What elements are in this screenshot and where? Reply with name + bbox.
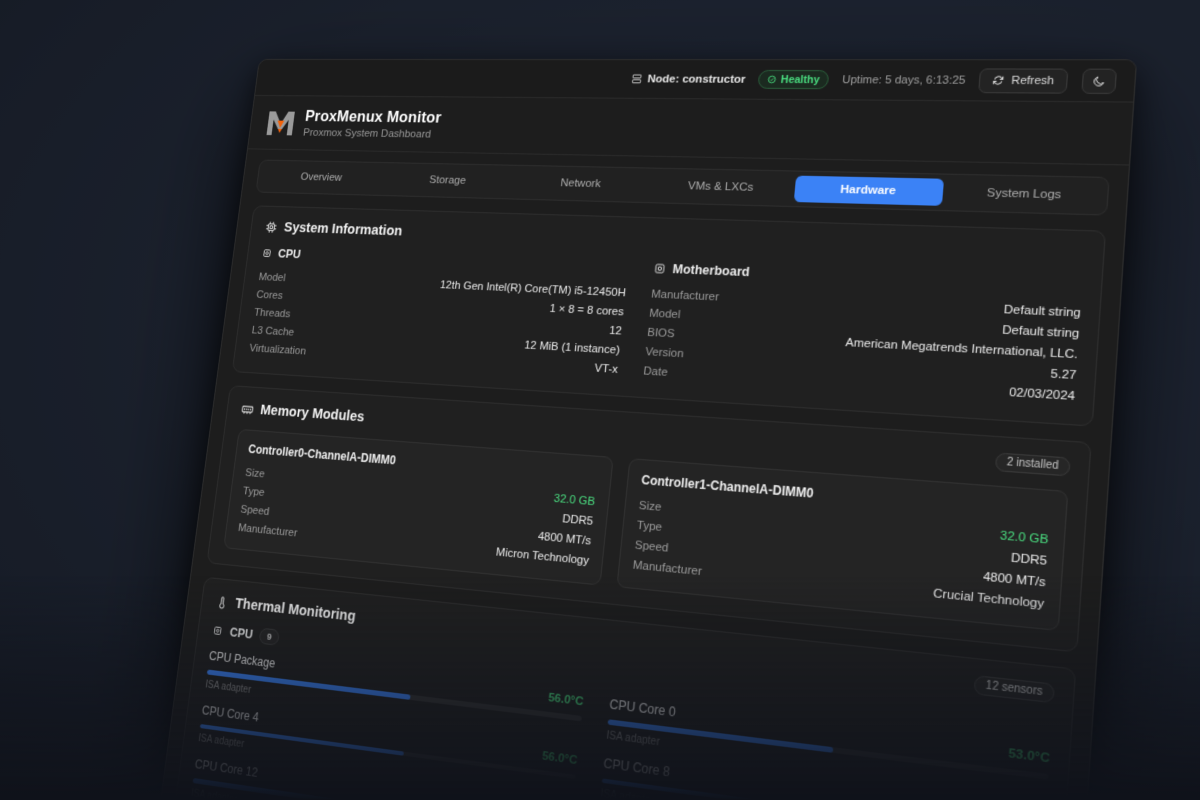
status-badge-label: Healthy: [780, 73, 821, 86]
cpu-chip-icon: [265, 221, 279, 234]
memory-module-detail-value: 4800 MT/s: [537, 529, 592, 548]
thermal-sensor-name: CPU Package: [208, 648, 276, 671]
tab-hardware[interactable]: Hardware: [794, 175, 944, 206]
thermal-sensors-badge: 12 sensors: [973, 675, 1056, 704]
memory-module-card: Controller0-ChannelA-DIMM0 Size 32.0 GB Typ…: [223, 428, 614, 586]
motherboard-detail-key: Manufacturer: [650, 287, 720, 304]
cpu-detail-key: Cores: [255, 288, 284, 302]
memory-module-detail-key: Type: [636, 518, 663, 534]
memory-module-detail-key: Size: [638, 499, 662, 514]
cpu-icon: [261, 247, 273, 259]
cpu-detail-key: Model: [258, 271, 287, 284]
motherboard-detail-list: Manufacturer Default string Model Default s…: [642, 284, 1081, 406]
motherboard-detail-value: 02/03/2024: [1008, 385, 1076, 403]
memory-icon: [241, 402, 255, 416]
thermal-sensor-temperature: 53.0°C: [1007, 746, 1051, 766]
memory-module-card: Controller1-ChannelA-DIMM0 Size 32.0 GB Typ…: [616, 458, 1069, 632]
memory-module-detail-key: Size: [244, 466, 266, 480]
motherboard-detail-value: 5.27: [1050, 367, 1077, 382]
moon-icon: [1092, 74, 1106, 87]
memory-module-detail-value: DDR5: [561, 512, 594, 528]
memory-module-detail-value: 4800 MT/s: [982, 569, 1047, 590]
motherboard-detail-key: BIOS: [646, 326, 676, 340]
memory-module-detail-value: Micron Technology: [495, 545, 590, 567]
cpu-detail-key: Virtualization: [248, 342, 307, 357]
motherboard-detail-value: Default string: [1001, 323, 1080, 341]
system-information-title-group: System Information: [264, 220, 404, 240]
refresh-icon: [992, 75, 1005, 86]
tab-vms-lxcs[interactable]: VMs & LXCs: [687, 180, 754, 194]
cpu-icon: [212, 624, 224, 637]
tab-system-logs[interactable]: System Logs: [986, 187, 1062, 202]
system-information-columns: CPU Model 12th Gen Intel(R) Core(TM) i5-1…: [248, 246, 1083, 406]
node-indicator: Node: constructor: [631, 73, 747, 86]
memory-module-detail-value: 32.0 GB: [999, 528, 1050, 547]
motherboard-icon: [653, 262, 666, 275]
motherboard-detail-key: Model: [648, 307, 682, 321]
motherboard-detail-key: Version: [644, 345, 685, 360]
refresh-label: Refresh: [1010, 74, 1055, 87]
thermal-monitoring-title-group: Thermal Monitoring: [215, 593, 357, 625]
thermal-sensor-name: CPU Core 0: [608, 696, 677, 720]
refresh-button[interactable]: Refresh: [978, 67, 1069, 94]
memory-module-detail-key: Speed: [634, 538, 670, 555]
cpu-detail-key: Threads: [253, 306, 292, 320]
cpu-section: CPU Model 12th Gen Intel(R) Core(TM) i5-1…: [248, 246, 629, 379]
thermal-monitoring-title: Thermal Monitoring: [234, 595, 357, 625]
thermal-sensor-temperature: 56.0°C: [547, 691, 584, 709]
cpu-detail-value: 12 MiB (1 instance): [523, 339, 621, 357]
theme-toggle-button[interactable]: [1081, 68, 1118, 94]
app-window-perspective-wrapper: Node: constructor Healthy Uptime: 5 days…: [155, 58, 1138, 800]
memory-modules-title: Memory Modules: [259, 402, 366, 425]
motherboard-section: Motherboard Manufacturer Default string Mo…: [642, 261, 1083, 406]
cpu-detail-list: Model 12th Gen Intel(R) Core(TM) i5-12450…: [248, 268, 627, 379]
motherboard-detail-key: Date: [642, 364, 669, 379]
memory-module-detail-key: Type: [242, 484, 266, 499]
main-content: System Information CPU: [158, 192, 1126, 800]
thermal-cpu-group-count: 9: [258, 627, 280, 646]
thermal-sensor-name: CPU Core 12: [194, 756, 259, 781]
thermal-sensor-temperature: 56.0°C: [541, 749, 578, 767]
cpu-section-title: CPU: [277, 247, 302, 262]
shield-check-icon: [767, 75, 777, 84]
cpu-detail-key: L3 Cache: [251, 324, 295, 339]
uptime-label: Uptime: 5 days, 6:13:25: [841, 73, 966, 87]
thermal-sensor-name: CPU Core 4: [201, 702, 260, 725]
memory-module-detail-key: Speed: [239, 503, 271, 518]
thermal-sensor-name: CPU Core 8: [602, 755, 671, 780]
cpu-detail-value: 12: [608, 324, 623, 338]
tab-storage[interactable]: Storage: [428, 174, 467, 187]
proxmenux-monitor-window: Node: constructor Healthy Uptime: 5 days…: [155, 58, 1138, 800]
memory-modules-badge: 2 installed: [994, 452, 1071, 477]
thermal-cpu-group-label: CPU: [228, 625, 254, 642]
memory-module-detail-value: 32.0 GB: [553, 492, 596, 508]
tab-overview[interactable]: Overview: [299, 171, 343, 184]
tab-network[interactable]: Network: [559, 177, 602, 191]
cpu-detail-value: 1 × 8 = 8 cores: [549, 302, 625, 318]
memory-module-detail-key: Manufacturer: [237, 521, 299, 539]
page-subtitle: Proxmox System Dashboard: [302, 127, 432, 141]
server-icon: [631, 74, 643, 85]
memory-modules-title-group: Memory Modules: [241, 401, 366, 425]
system-information-title: System Information: [283, 220, 404, 240]
memory-module-detail-key: Manufacturer: [632, 558, 703, 578]
status-badge: Healthy: [757, 69, 830, 90]
node-label: Node: constructor: [646, 73, 747, 86]
motherboard-section-title: Motherboard: [671, 262, 751, 280]
thermometer-icon: [215, 594, 229, 609]
proxmenux-m-logo-icon: [265, 109, 297, 137]
page-title: ProxMenux Monitor: [304, 108, 443, 127]
cpu-detail-value: VT-x: [594, 362, 619, 376]
motherboard-detail-value: Default string: [1003, 303, 1082, 320]
memory-module-detail-value: DDR5: [1010, 551, 1048, 568]
